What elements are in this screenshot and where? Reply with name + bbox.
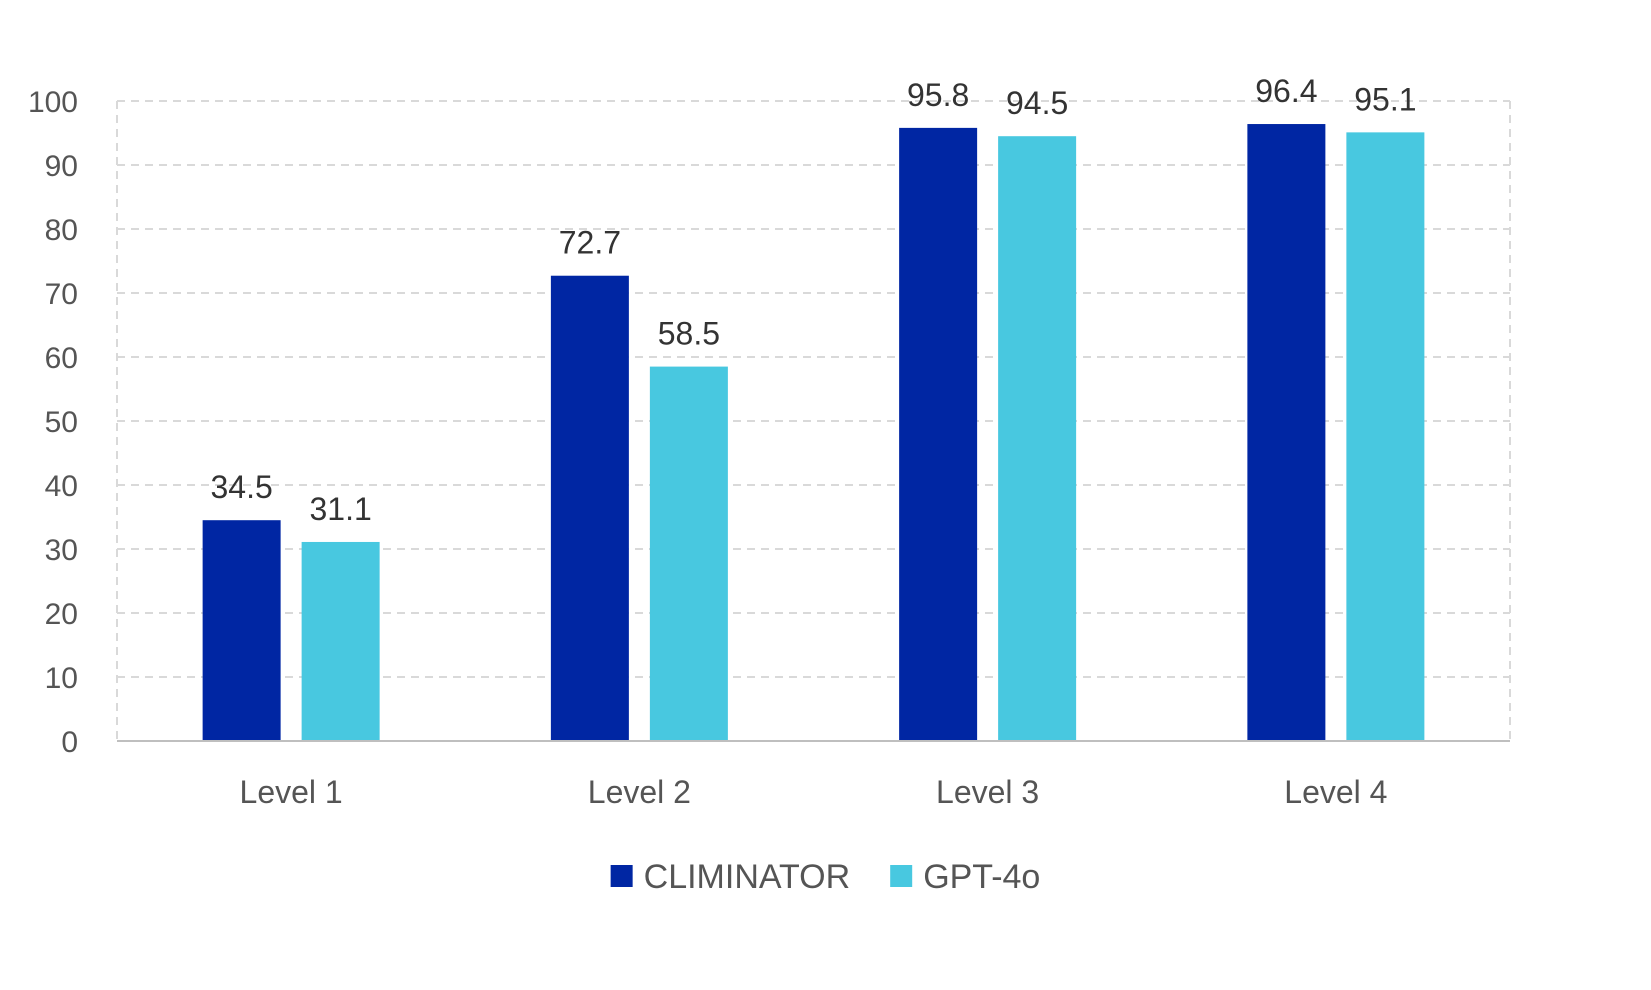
y-tick-label: 10 [45, 662, 78, 695]
x-axis-category-labels: Level 1 Level 2 Level 3 Level 4 [240, 774, 1388, 810]
data-labels: 34.5 31.1 72.7 58.5 95.8 94.5 96.4 95.1 [210, 73, 1416, 527]
legend-label: CLIMINATOR [644, 858, 851, 896]
legend-item-climinator: CLIMINATOR [610, 858, 851, 896]
x-category-label: Level 4 [1284, 774, 1387, 810]
gridlines [116, 100, 1511, 741]
data-label: 96.4 [1255, 73, 1317, 109]
x-category-label: Level 1 [240, 774, 343, 810]
y-tick-label: 0 [61, 726, 78, 759]
data-label: 95.8 [907, 77, 969, 113]
data-label: 31.1 [309, 491, 371, 527]
bar-gpt-4o-1 [301, 541, 380, 741]
bar-gpt-4o-2 [649, 366, 728, 741]
bar-gpt-4o-4 [1346, 132, 1425, 742]
x-category-label: Level 2 [588, 774, 691, 810]
y-tick-label: 20 [45, 598, 78, 631]
y-tick-label: 100 [28, 86, 78, 119]
data-label: 95.1 [1354, 81, 1416, 117]
y-tick-label: 80 [45, 214, 78, 247]
legend: CLIMINATOR GPT-4o [610, 858, 1040, 896]
data-label: 94.5 [1006, 85, 1068, 121]
bars [117, 124, 1510, 742]
bar-climinator-3 [899, 127, 978, 741]
y-tick-label: 90 [45, 150, 78, 183]
y-tick-label: 40 [45, 470, 78, 503]
bar-climinator-4 [1247, 124, 1326, 742]
data-label: 58.5 [658, 316, 720, 352]
data-label: 72.7 [559, 225, 621, 261]
legend-swatch [610, 865, 633, 887]
data-label: 34.5 [210, 469, 272, 505]
y-tick-label: 30 [45, 534, 78, 567]
x-category-label: Level 3 [936, 774, 1039, 810]
y-tick-label: 50 [45, 406, 78, 439]
bar-climinator-1 [202, 520, 281, 741]
y-tick-label: 60 [45, 342, 78, 375]
bar-climinator-2 [550, 275, 629, 741]
bar-gpt-4o-3 [998, 136, 1077, 741]
legend-swatch [890, 865, 913, 887]
legend-item-gpt-4o: GPT-4o [890, 858, 1040, 896]
y-axis-tick-labels: 0 10 20 30 40 50 60 70 80 90 100 [28, 86, 78, 759]
y-tick-label: 70 [45, 278, 78, 311]
legend-label: GPT-4o [923, 858, 1040, 896]
